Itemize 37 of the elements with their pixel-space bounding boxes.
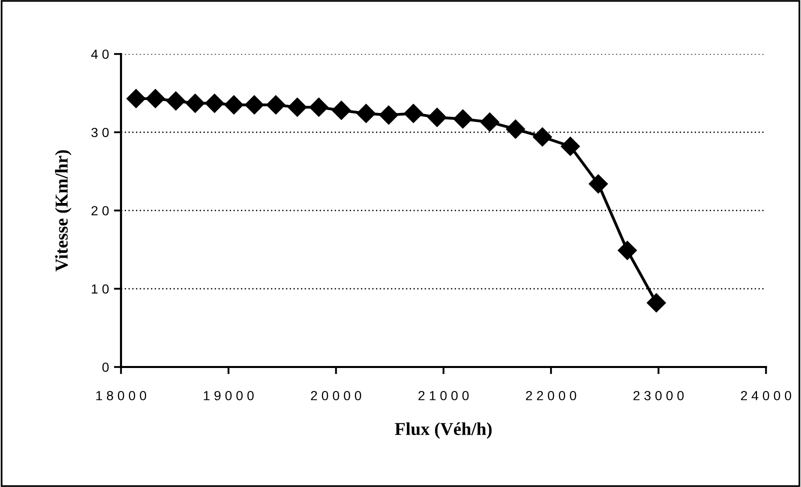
point bbox=[506, 120, 526, 139]
point bbox=[560, 136, 580, 156]
x-axis-title: Flux (Véh/h) bbox=[394, 422, 492, 439]
y-tick-label: 2 0 bbox=[92, 206, 109, 216]
point bbox=[224, 95, 244, 114]
point bbox=[532, 127, 552, 146]
y-tick-label: 1 0 bbox=[92, 284, 109, 294]
x-tick-label: 2 0 0 0 0 bbox=[310, 390, 362, 400]
x-tick-label: 2 1 0 0 0 bbox=[418, 390, 469, 400]
x-tick-label: 2 3 0 0 0 bbox=[633, 390, 684, 400]
point bbox=[288, 98, 307, 117]
point bbox=[244, 95, 264, 114]
point bbox=[266, 95, 286, 114]
point bbox=[379, 106, 398, 125]
point bbox=[356, 104, 376, 124]
y-axis-title: Vitesse (Km/hr) bbox=[55, 150, 72, 272]
x-tick-label: 2 2 0 0 0 bbox=[526, 390, 576, 400]
point bbox=[404, 104, 423, 124]
x-tick-label: 1 9 0 0 0 bbox=[204, 390, 254, 400]
point bbox=[646, 293, 666, 312]
point bbox=[309, 98, 328, 117]
x-tick-label: 2 4 0 0 0 bbox=[740, 390, 792, 400]
x-tick-label: 1 8 0 0 0 bbox=[96, 390, 146, 400]
y-tick-label: 4 0 bbox=[91, 50, 109, 59]
point bbox=[166, 91, 186, 110]
point bbox=[480, 112, 500, 132]
point bbox=[186, 94, 205, 113]
point bbox=[428, 108, 447, 127]
y-tick-label: 0 bbox=[102, 362, 109, 372]
point bbox=[588, 174, 608, 194]
point bbox=[126, 89, 146, 108]
point bbox=[618, 240, 637, 260]
point bbox=[453, 109, 472, 128]
point bbox=[204, 94, 224, 113]
y-tick-label: 3 0 bbox=[91, 128, 109, 138]
point bbox=[146, 89, 165, 108]
point bbox=[332, 100, 351, 120]
